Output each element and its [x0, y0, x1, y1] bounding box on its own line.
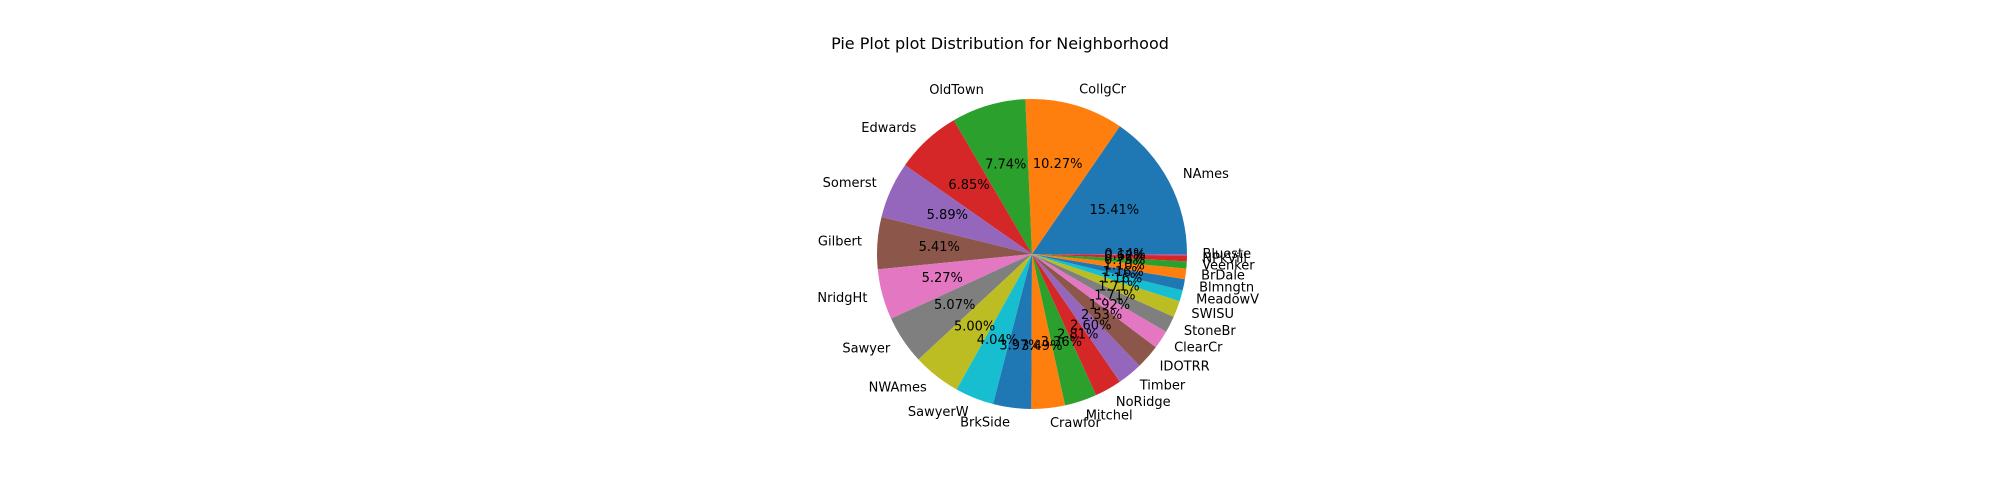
category-labels: NAmes CollgCr OldTown Edwards Somerst Gilbert…	[817, 83, 1259, 431]
category-label-brkside: BrkSide	[960, 416, 1010, 431]
pie-slice-gilbert	[877, 217, 1032, 270]
category-label-edwards: Edwards	[861, 121, 916, 136]
pct-label-oldtown: 7.74%	[985, 157, 1026, 172]
pie-slice-collgcr	[1025, 98, 1120, 255]
pct-label-mitchel: 3.36%	[1041, 335, 1082, 350]
category-label-npkvill: NPkVill	[1202, 251, 1247, 266]
category-label-brdale: BrDale	[1201, 268, 1245, 283]
pie-slice-npkvill	[1032, 254, 1187, 262]
pie-slices	[877, 98, 1187, 410]
pct-label-brkside: 3.97%	[999, 339, 1040, 354]
category-label-mitchel: Mitchel	[1086, 408, 1133, 423]
pct-label-somerst: 5.89%	[927, 208, 968, 223]
pct-label-nwames: 5.00%	[954, 320, 995, 335]
pct-label-blueste: 0.14%	[1104, 247, 1145, 262]
category-label-collgcr: CollgCr	[1079, 83, 1127, 98]
category-label-oldtown: OldTown	[929, 83, 984, 98]
pct-label-gilbert: 5.41%	[919, 240, 960, 255]
chart-title: Pie Plot plot Distribution for Neighborh…	[831, 34, 1169, 53]
pie-slice-edwards	[905, 120, 1032, 255]
pct-label-names: 15.41%	[1090, 203, 1140, 218]
pct-label-collgcr: 10.27%	[1033, 157, 1083, 172]
pie-slice-oldtown	[953, 99, 1032, 254]
pie-slice-blmngtn	[1032, 254, 1185, 291]
pct-label-sawyerw: 4.04%	[977, 333, 1018, 348]
category-label-nridght: NridgHt	[817, 291, 867, 306]
category-label-sawyer: Sawyer	[842, 341, 891, 356]
pie-slice-timber	[1032, 254, 1140, 382]
pct-label-noridge: 2.81%	[1057, 327, 1098, 342]
pie-slice-sawyer	[891, 254, 1032, 360]
category-label-meadowv: MeadowV	[1196, 293, 1259, 308]
pie-slice-noridge	[1032, 254, 1120, 396]
pie-slice-veenker	[1032, 254, 1187, 269]
category-label-timber: Timber	[1139, 379, 1186, 394]
pct-label-edwards: 6.85%	[948, 178, 989, 193]
category-label-blmngtn: Blmngtn	[1199, 280, 1254, 295]
category-label-blueste: Blueste	[1203, 247, 1252, 262]
pie-slice-meadowv	[1032, 254, 1183, 302]
pie-slice-brkside	[993, 254, 1032, 409]
pie-slice-blueste	[1032, 254, 1187, 256]
pie-slice-nwames	[918, 254, 1032, 390]
category-label-noridge: NoRidge	[1116, 395, 1171, 410]
category-label-swisu: SWISU	[1191, 307, 1234, 322]
pct-label-swisu: 1.71%	[1098, 280, 1139, 295]
pct-label-crawfor: 3.49%	[1021, 339, 1062, 354]
pie-slice-nridght	[877, 254, 1032, 319]
category-label-nwames: NWAmes	[869, 381, 927, 396]
pie-slice-mitchel	[1032, 254, 1097, 406]
pie-slice-names	[1032, 126, 1187, 254]
pct-label-nridght: 5.27%	[922, 271, 963, 286]
pct-label-meadowv: 1.16%	[1101, 272, 1142, 287]
pct-label-brdale: 1.10%	[1104, 258, 1145, 273]
pie-slice-swisu	[1032, 254, 1180, 317]
pie-slice-idotrr	[1032, 254, 1156, 366]
pct-label-npkvill: 0.62%	[1104, 249, 1145, 264]
pct-label-clearcr: 1.92%	[1089, 298, 1130, 313]
pie-slice-crawfor	[1031, 254, 1066, 410]
category-label-crawfor: Crawfor	[1050, 416, 1102, 431]
pie-slice-clearcr	[1032, 254, 1167, 348]
pct-label-idotrr: 2.53%	[1081, 308, 1122, 323]
pie-slice-sawyerw	[956, 254, 1032, 405]
pie-slice-brdale	[1032, 254, 1187, 280]
category-label-veenker: Veenker	[1202, 259, 1255, 274]
pct-label-timber: 2.60%	[1070, 319, 1111, 334]
category-label-sawyerw: SawyerW	[908, 405, 969, 420]
category-label-gilbert: Gilbert	[818, 234, 862, 249]
category-label-idotrr: IDOTRR	[1160, 360, 1210, 375]
category-label-stonebr: StoneBr	[1184, 324, 1236, 339]
percentage-labels: 15.41% 10.27% 7.74% 6.85% 5.89% 5.41% 5.27% 5.0…	[919, 157, 1146, 354]
category-label-names: NAmes	[1183, 167, 1229, 182]
pct-label-veenker: 0.75%	[1104, 253, 1145, 268]
pie-slice-stonebr	[1032, 254, 1174, 332]
pct-label-stonebr: 1.71%	[1094, 289, 1135, 304]
pie-slice-somerst	[881, 165, 1032, 254]
category-label-clearcr: ClearCr	[1174, 341, 1223, 356]
pct-label-sawyer: 5.07%	[934, 298, 975, 313]
pct-label-blmngtn: 1.16%	[1102, 265, 1143, 280]
category-label-somerst: Somerst	[823, 176, 877, 191]
